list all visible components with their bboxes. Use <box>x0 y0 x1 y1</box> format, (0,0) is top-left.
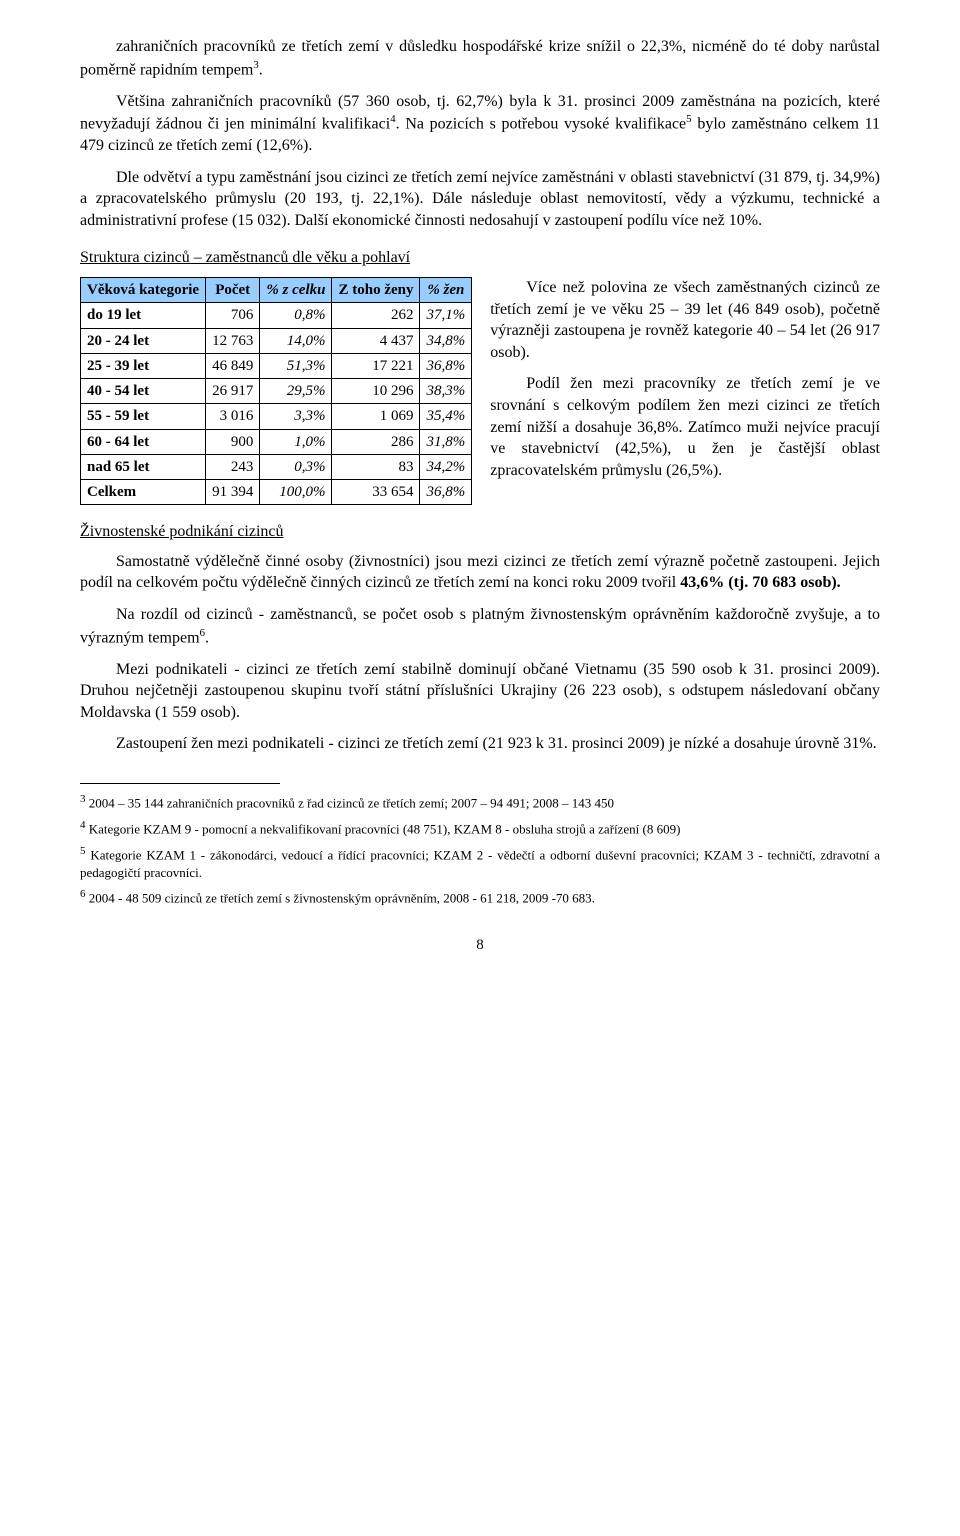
cell-pct-women: 34,8% <box>420 328 472 353</box>
table-row: 20 - 24 let12 76314,0%4 43734,8% <box>81 328 472 353</box>
th-pct-women: % žen <box>420 278 472 303</box>
cell-count: 26 917 <box>206 379 260 404</box>
table-wrapper: Věková kategorie Počet % z celku Z toho … <box>80 277 472 505</box>
cell-women: 10 296 <box>332 379 420 404</box>
right-paragraph-1: Více než polovina ze všech zaměstnaných … <box>490 277 880 363</box>
cell-pct-women: 37,1% <box>420 303 472 328</box>
cell-pct-women: 34,2% <box>420 454 472 479</box>
paragraph-2: Většina zahraničních pracovníků (57 360 … <box>80 91 880 157</box>
cell-count: 12 763 <box>206 328 260 353</box>
cell-label: 40 - 54 let <box>81 379 206 404</box>
text: Počet <box>215 282 250 298</box>
cell-count: 3 016 <box>206 404 260 429</box>
footnote-3: 3 2004 – 35 144 zahraničních pracovníků … <box>80 792 880 812</box>
cell-pct: 1,0% <box>260 429 332 454</box>
footnotes: 3 2004 – 35 144 zahraničních pracovníků … <box>80 792 880 907</box>
cell-women: 17 221 <box>332 353 420 378</box>
footnote-num: 3 <box>80 793 86 805</box>
paragraph-4: Samostatně výdělečně činné osoby (živnos… <box>80 551 880 594</box>
cell-women: 1 069 <box>332 404 420 429</box>
paragraph-6: Mezi podnikateli - cizinci ze třetích ze… <box>80 659 880 724</box>
table-row: Celkem91 394100,0%33 65436,8% <box>81 480 472 505</box>
paragraph-3: Dle odvětví a typu zaměstnání jsou cizin… <box>80 167 880 232</box>
table-row: nad 65 let2430,3%8334,2% <box>81 454 472 479</box>
age-gender-table: Věková kategorie Počet % z celku Z toho … <box>80 277 472 505</box>
page-number: 8 <box>80 935 880 955</box>
footnote-text: Kategorie KZAM 9 - pomocní a nekvalifiko… <box>89 821 681 836</box>
text: Z toho ženy <box>338 282 413 298</box>
table-header-row: Věková kategorie Počet % z celku Z toho … <box>81 278 472 303</box>
table-text-layout: Věková kategorie Počet % z celku Z toho … <box>80 277 880 505</box>
text: % žen <box>427 282 464 298</box>
footnote-num: 4 <box>80 819 86 831</box>
cell-pct: 0,3% <box>260 454 332 479</box>
table-row: 40 - 54 let26 91729,5%10 29638,3% <box>81 379 472 404</box>
right-column: Více než polovina ze všech zaměstnaných … <box>490 277 880 491</box>
cell-women: 83 <box>332 454 420 479</box>
text: % z celku <box>266 282 325 298</box>
paragraph-1: zahraničních pracovníků ze třetích zemí … <box>80 36 880 81</box>
cell-pct-women: 36,8% <box>420 353 472 378</box>
cell-pct: 0,8% <box>260 303 332 328</box>
footnote-text: 2004 – 35 144 zahraničních pracovníků z … <box>89 795 614 810</box>
footnote-5: 5 Kategorie KZAM 1 - zákonodárci, vedouc… <box>80 844 880 881</box>
cell-count: 900 <box>206 429 260 454</box>
th-women: Z toho ženy <box>332 278 420 303</box>
cell-pct: 100,0% <box>260 480 332 505</box>
footnote-text: Kategorie KZAM 1 - zákonodárci, vedoucí … <box>80 847 880 880</box>
text: Věková kategorie <box>87 282 199 298</box>
th-count: Počet <box>206 278 260 303</box>
text: zahraničních pracovníků ze třetích zemí … <box>80 38 880 78</box>
cell-pct: 51,3% <box>260 353 332 378</box>
table-row: 55 - 59 let3 0163,3%1 06935,4% <box>81 404 472 429</box>
cell-count: 706 <box>206 303 260 328</box>
text: . Na pozicích s potřebou vysoké kvalifik… <box>396 115 687 132</box>
table-row: do 19 let7060,8%26237,1% <box>81 303 472 328</box>
table-row: 60 - 64 let9001,0%28631,8% <box>81 429 472 454</box>
cell-label: Celkem <box>81 480 206 505</box>
cell-label: nad 65 let <box>81 454 206 479</box>
footnote-4: 4 Kategorie KZAM 9 - pomocní a nekvalifi… <box>80 818 880 838</box>
cell-women: 33 654 <box>332 480 420 505</box>
table-row: 25 - 39 let46 84951,3%17 22136,8% <box>81 353 472 378</box>
text: . <box>259 61 263 78</box>
footnote-num: 6 <box>80 888 86 900</box>
cell-women: 262 <box>332 303 420 328</box>
cell-count: 91 394 <box>206 480 260 505</box>
paragraph-7: Zastoupení žen mezi podnikateli - cizinc… <box>80 733 880 755</box>
cell-pct-women: 31,8% <box>420 429 472 454</box>
cell-women: 4 437 <box>332 328 420 353</box>
bold-text: 43,6% (tj. 70 683 osob). <box>680 574 840 591</box>
cell-women: 286 <box>332 429 420 454</box>
cell-pct: 29,5% <box>260 379 332 404</box>
footnote-num: 5 <box>80 845 86 857</box>
paragraph-5: Na rozdíl od cizinců - zaměstnanců, se p… <box>80 604 880 649</box>
cell-pct-women: 35,4% <box>420 404 472 429</box>
cell-label: do 19 let <box>81 303 206 328</box>
cell-pct: 14,0% <box>260 328 332 353</box>
cell-count: 243 <box>206 454 260 479</box>
cell-label: 25 - 39 let <box>81 353 206 378</box>
th-pct: % z celku <box>260 278 332 303</box>
cell-pct: 3,3% <box>260 404 332 429</box>
section-heading-structure: Struktura cizinců – zaměstnanců dle věku… <box>80 247 880 269</box>
table-body: do 19 let7060,8%26237,1%20 - 24 let12 76… <box>81 303 472 505</box>
footnote-6: 6 2004 - 48 509 cizinců ze třetích zemí … <box>80 887 880 907</box>
page: zahraničních pracovníků ze třetích zemí … <box>40 0 920 985</box>
text: . <box>205 629 209 646</box>
cell-pct-women: 38,3% <box>420 379 472 404</box>
th-category: Věková kategorie <box>81 278 206 303</box>
cell-label: 60 - 64 let <box>81 429 206 454</box>
footnote-text: 2004 - 48 509 cizinců ze třetích zemí s … <box>89 890 595 905</box>
cell-label: 20 - 24 let <box>81 328 206 353</box>
right-paragraph-2: Podíl žen mezi pracovníky ze třetích zem… <box>490 373 880 481</box>
section-heading-zivnost: Živnostenské podnikání cizinců <box>80 521 880 543</box>
cell-pct-women: 36,8% <box>420 480 472 505</box>
cell-label: 55 - 59 let <box>81 404 206 429</box>
footnote-separator <box>80 783 280 784</box>
cell-count: 46 849 <box>206 353 260 378</box>
